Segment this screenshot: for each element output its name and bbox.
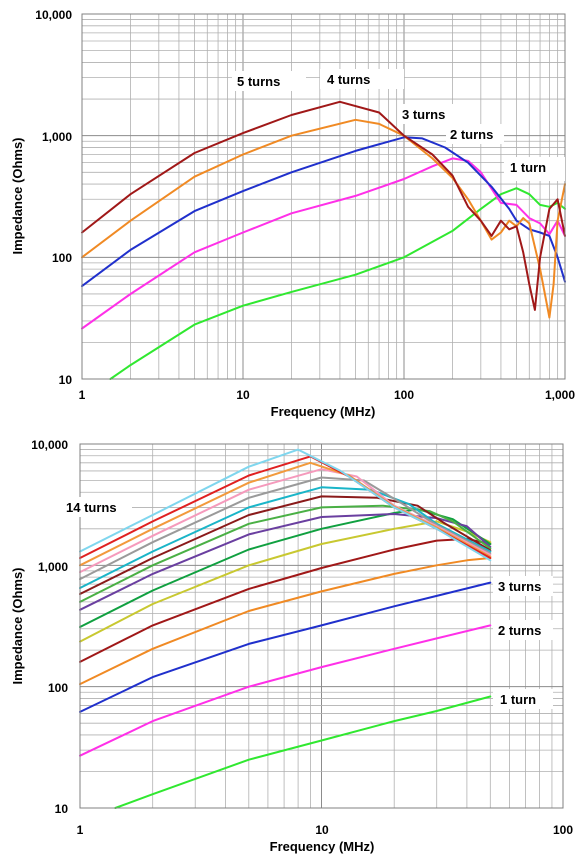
x-tick-label: 1 bbox=[79, 388, 86, 402]
annotation-3-turns: 3 turns bbox=[498, 579, 541, 594]
y-tick-label: 1,000 bbox=[38, 560, 68, 574]
series-line-3-turns bbox=[82, 137, 565, 286]
annotation-2-turns: 2 turns bbox=[450, 127, 493, 142]
grid bbox=[82, 14, 565, 379]
plot-frame bbox=[82, 14, 565, 379]
series-line-4-turns bbox=[82, 120, 565, 318]
annotation-2-turns: 2 turns bbox=[498, 623, 541, 638]
annotation-5-turns: 5 turns bbox=[237, 74, 280, 89]
y-tick-label: 100 bbox=[52, 251, 72, 265]
y-tick-label: 1,000 bbox=[42, 130, 72, 144]
y-tick-label: 100 bbox=[48, 681, 68, 695]
chart-bottom: 10,000 1,000 100 10 1 10 100 Frequency (… bbox=[10, 438, 573, 854]
y-tick-label: 10,000 bbox=[35, 8, 72, 22]
y-tick-label: 10,000 bbox=[31, 438, 68, 452]
x-tick-label: 100 bbox=[553, 823, 573, 837]
annotation-1-turn: 1 turn bbox=[510, 160, 546, 175]
annotation-1-turn: 1 turn bbox=[500, 692, 536, 707]
y-axis-label: Impedance (Ohms) bbox=[10, 137, 25, 254]
annotation-14-turns: 14 turns bbox=[66, 500, 117, 515]
chart-top: 10,000 1,000 100 10 1 10 100 1,000 Frequ… bbox=[10, 8, 575, 419]
x-axis-label: Frequency (MHz) bbox=[271, 404, 376, 419]
x-tick-label: 1 bbox=[77, 823, 84, 837]
x-tick-label: 100 bbox=[394, 388, 414, 402]
y-tick-label: 10 bbox=[59, 373, 73, 387]
x-axis-label: Frequency (MHz) bbox=[270, 839, 375, 854]
series-line-2-turns bbox=[80, 625, 490, 755]
y-tick-label: 10 bbox=[55, 802, 69, 816]
x-tick-label: 10 bbox=[236, 388, 250, 402]
annotation-3-turns: 3 turns bbox=[402, 107, 445, 122]
x-tick-label: 1,000 bbox=[545, 388, 575, 402]
y-axis-label: Impedance (Ohms) bbox=[10, 567, 25, 684]
series-line-curve-5 bbox=[80, 487, 490, 588]
x-tick-label: 10 bbox=[315, 823, 329, 837]
annotation-4-turns: 4 turns bbox=[327, 72, 370, 87]
